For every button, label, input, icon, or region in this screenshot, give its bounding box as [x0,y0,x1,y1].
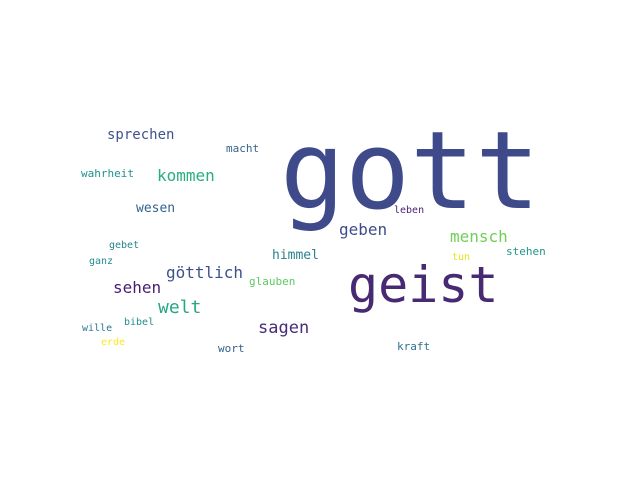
word-macht: macht [226,142,260,155]
word-gott: gott [280,109,541,234]
word-gebet: gebet [109,240,140,251]
word-sprechen: sprechen [107,127,175,143]
word-geben: geben [339,220,388,239]
word-glauben: glauben [249,275,296,288]
word-erde: erde [101,337,126,348]
word-wesen: wesen [136,201,176,216]
word-goettlich: göttlich [166,263,244,282]
word-bibel: bibel [124,317,155,328]
word-stehen: stehen [506,245,546,258]
word-wille: wille [82,323,113,334]
word-sagen: sagen [258,318,310,338]
word-tun: tun [452,252,471,263]
word-ganz: ganz [89,256,114,267]
word-welt: welt [158,297,202,318]
word-kraft: kraft [397,340,431,353]
word-wort: wort [218,342,245,355]
word-himmel: himmel [272,248,319,263]
word-geist: geist [348,256,499,314]
word-kommen: kommen [157,166,215,185]
word-mensch: mensch [450,227,508,246]
word-wahrheit: wahrheit [81,167,134,180]
word-leben: leben [394,205,425,216]
word-sehen: sehen [113,278,162,297]
